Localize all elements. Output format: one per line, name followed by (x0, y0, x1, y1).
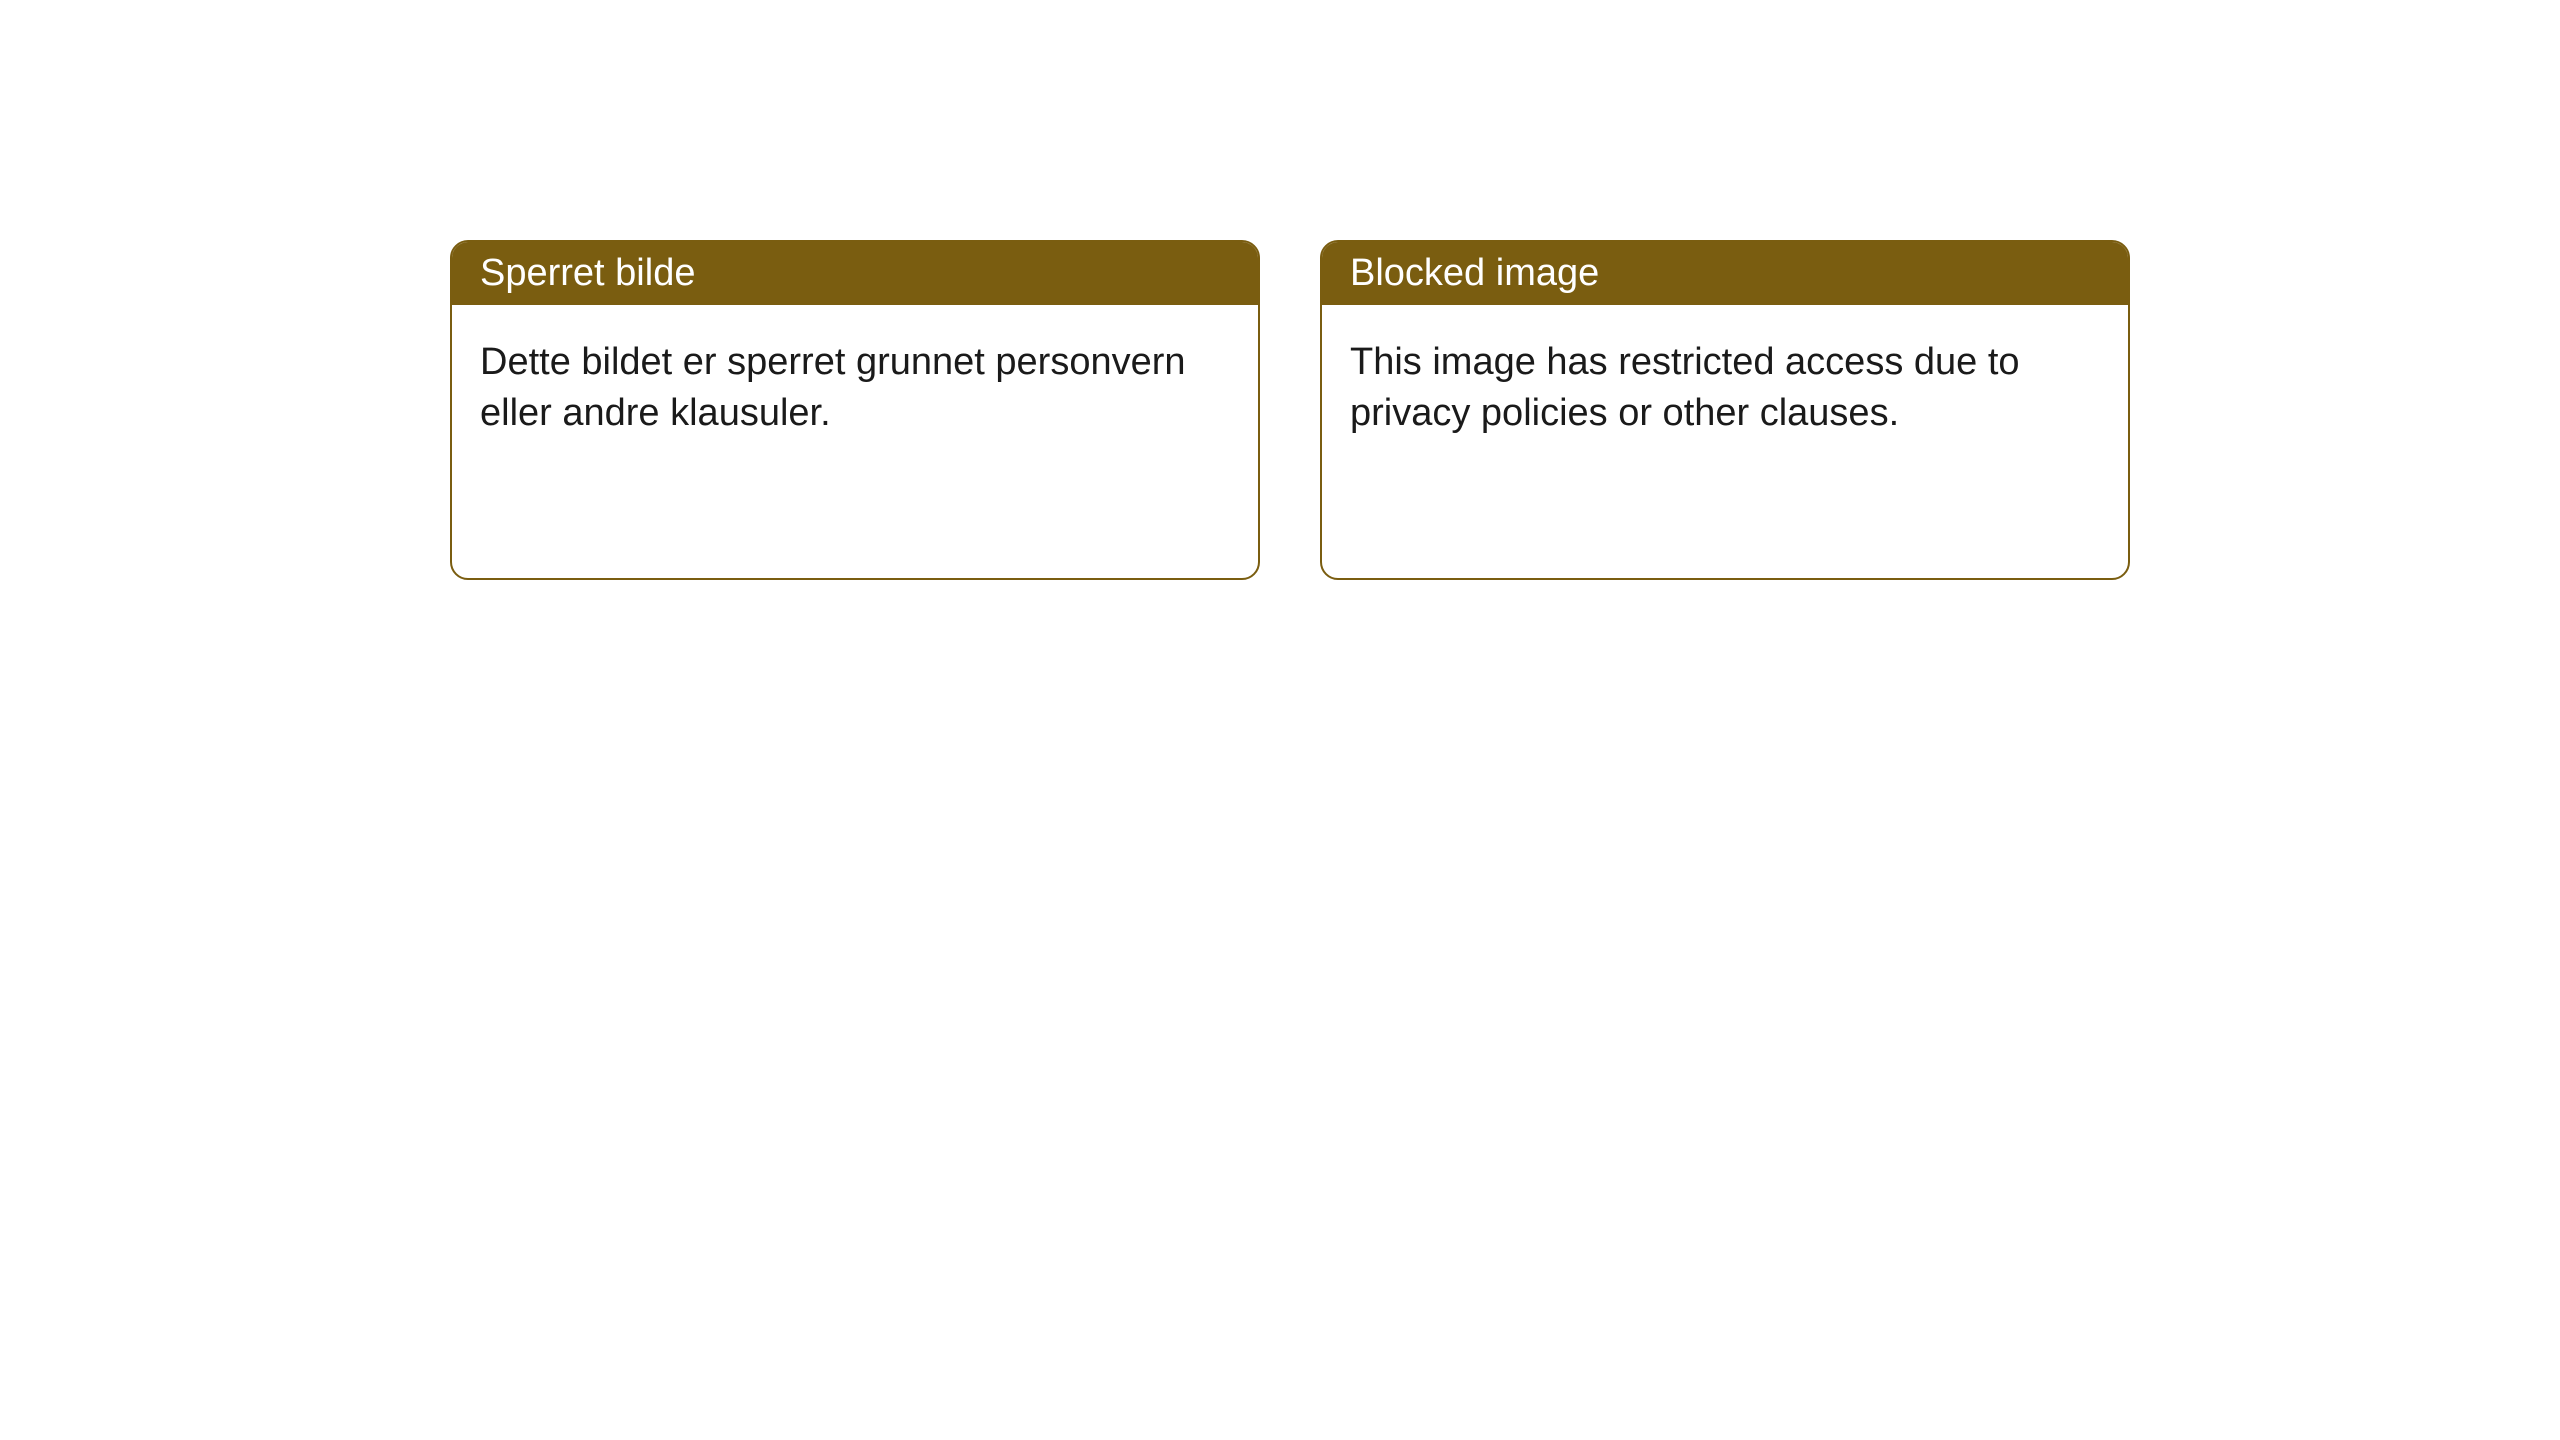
notice-card-en: Blocked image This image has restricted … (1320, 240, 2130, 580)
notice-title-no: Sperret bilde (452, 242, 1258, 305)
notice-container: Sperret bilde Dette bildet er sperret gr… (0, 0, 2560, 580)
notice-body-en: This image has restricted access due to … (1322, 305, 2128, 472)
notice-title-en: Blocked image (1322, 242, 2128, 305)
notice-body-no: Dette bildet er sperret grunnet personve… (452, 305, 1258, 472)
notice-card-no: Sperret bilde Dette bildet er sperret gr… (450, 240, 1260, 580)
